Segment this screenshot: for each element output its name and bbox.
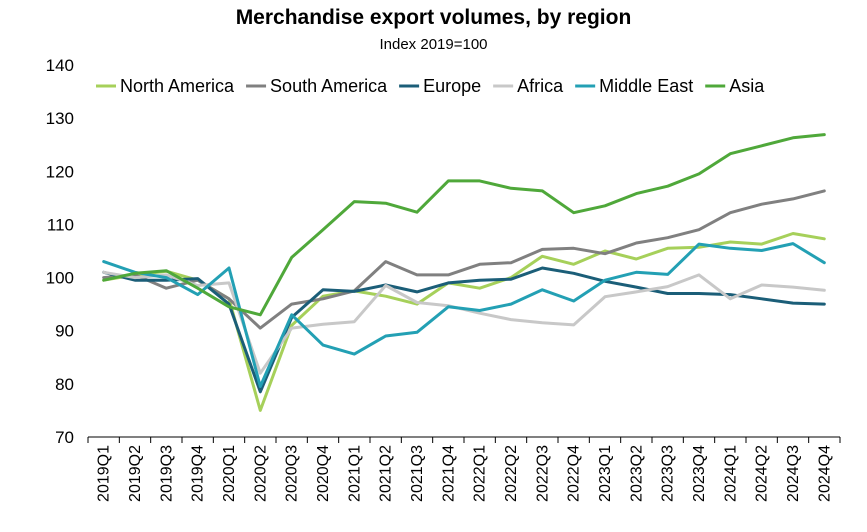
x-tick-label: 2020Q3 [284,445,301,502]
legend-label: Asia [729,76,765,96]
x-tick-label: 2019Q2 [127,445,144,502]
y-tick-label: 140 [46,56,74,75]
legend-label: Europe [423,76,481,96]
legend-label: Middle East [599,76,693,96]
series-line-europe [102,266,826,394]
x-tick-label: 2019Q4 [190,445,207,502]
x-tick-label: 2022Q3 [534,445,551,502]
y-tick-label: 100 [46,269,74,288]
series-line-north-america [102,232,826,412]
x-tick-label: 2021Q4 [440,445,457,502]
x-tick-label: 2021Q2 [378,445,395,502]
x-tick-label: 2022Q4 [566,445,583,502]
y-tick-label: 90 [55,322,74,341]
x-tick-label: 2020Q4 [315,445,332,502]
x-axis: 2019Q1 2019Q2 2019Q3 2019Q4 2020Q1 2020Q2 2020… [87,436,841,502]
legend: North America South America Europe Africa Mi… [96,76,765,96]
x-tick-label: 2024Q4 [816,445,833,502]
x-tick-label: 2019Q1 [96,445,113,502]
x-tick-label: 2023Q3 [660,445,677,502]
x-tick-label: 2021Q3 [409,445,426,502]
series-line-asia [102,133,826,317]
chart-title: Merchandise export volumes, by region [235,6,632,29]
chart-subtitle: Index 2019=100 [379,36,488,53]
series-line-middle-east [102,242,826,388]
legend-label: North America [120,76,235,96]
x-tick-label: 2020Q2 [252,445,269,502]
x-tick-label: 2023Q2 [628,445,645,502]
x-tick-label: 2022Q1 [472,445,489,502]
series-line-south-america [102,189,826,330]
x-tick-label: 2022Q2 [503,445,520,502]
series-lines [102,133,826,412]
legend-label: Africa [517,76,564,96]
x-tick-label: 2020Q1 [221,445,238,502]
y-tick-label: 120 [46,162,74,181]
y-tick-label: 80 [55,375,74,394]
x-tick-label: 2021Q1 [346,445,363,502]
x-tick-label: 2024Q3 [785,445,802,502]
y-tick-label: 70 [55,428,74,447]
x-tick-label: 2023Q1 [597,445,614,502]
y-tick-label: 110 [47,215,74,234]
x-tick-label: 2019Q3 [158,445,175,502]
y-tick-label: 130 [46,109,74,128]
x-tick-label: 2024Q2 [754,445,771,502]
legend-label: South America [270,76,388,96]
x-tick-label: 2024Q1 [722,445,739,502]
x-tick-label: 2023Q4 [691,445,708,502]
y-axis: 70 80 90 100 110 120 130 140 [46,56,74,447]
